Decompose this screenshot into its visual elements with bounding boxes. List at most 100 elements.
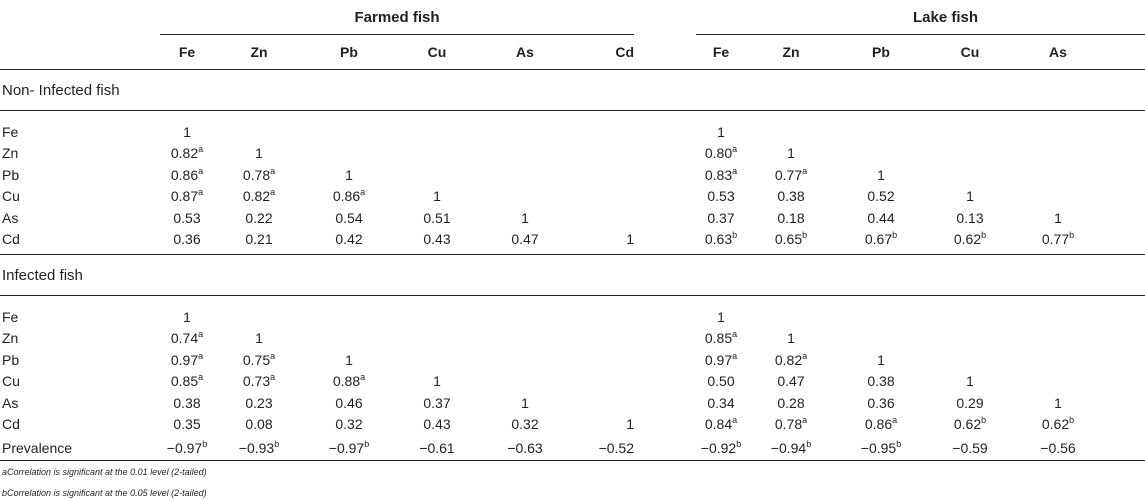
cell-value: 1	[877, 351, 885, 368]
column-header-lake-cd: Cd	[1102, 35, 1145, 70]
significance-marker: b	[274, 438, 280, 449]
cell-value: 0.44	[867, 209, 895, 226]
cell-value: 0.85	[170, 373, 199, 390]
table-row: Pb 0.97a 0.75a 1 0.97a 0.82a 1	[0, 349, 1145, 371]
cell-value: 0.53	[173, 209, 201, 226]
cell-value: 0.78	[242, 166, 271, 183]
cell-value: 0.42	[335, 231, 363, 248]
significance-marker: b	[1069, 230, 1075, 241]
significance-marker: a	[270, 187, 276, 198]
cell-lake-pb: 0.44	[836, 207, 926, 229]
section-title: Non- Infected fish	[2, 81, 120, 99]
cell-farmed-fe: 0.35	[160, 414, 214, 436]
cell-lake-cd	[1102, 371, 1145, 393]
cell-value: 0.08	[245, 416, 273, 433]
significance-marker: a	[732, 165, 738, 176]
gap-cell	[634, 435, 696, 461]
cell-farmed-zn	[214, 121, 304, 143]
cell-lake-pb: 0.86a	[836, 414, 926, 436]
cell-value: 0.38	[777, 188, 805, 205]
cell-farmed-cu: −0.61	[394, 435, 480, 461]
cell-lake-cd	[1102, 207, 1145, 229]
cell-value: 1	[966, 373, 974, 390]
table-row: Zn 0.74a 1 0.85a 1	[0, 328, 1145, 350]
cell-value: 0.37	[423, 394, 451, 411]
column-header-lake-cu: Cu	[960, 44, 980, 60]
cell-value: 0.18	[777, 209, 805, 226]
cell-farmed-pb: 0.46	[304, 392, 394, 414]
cell-farmed-pb	[304, 143, 394, 165]
cell-farmed-pb: 0.86a	[304, 186, 394, 208]
cell-farmed-pb: 1	[304, 164, 394, 186]
cell-farmed-zn: 0.75a	[214, 349, 304, 371]
cell-lake-cu	[926, 349, 1014, 371]
cell-value: 1	[1054, 394, 1062, 411]
significance-marker: a	[198, 372, 204, 383]
cell-farmed-fe: 0.86a	[160, 164, 214, 186]
cell-lake-fe: −0.92b	[696, 435, 746, 461]
cell-value: 0.73	[242, 373, 271, 390]
cell-value: 0.46	[335, 394, 363, 411]
cell-farmed-zn: −0.93b	[214, 435, 304, 461]
significance-marker: a	[360, 187, 366, 198]
gap-cell	[634, 164, 696, 186]
column-header-farmed-zn: Zn	[250, 44, 268, 60]
cell-lake-as	[1014, 328, 1102, 350]
cell-lake-cu: −0.59	[926, 435, 1014, 461]
cell-lake-cu: 0.62b	[926, 414, 1014, 436]
cell-value: 0.78	[774, 416, 803, 433]
cell-lake-cu: 0.13	[926, 207, 1014, 229]
cell-lake-zn	[746, 306, 836, 328]
gap-cell	[634, 392, 696, 414]
table-row: Zn 0.82a 1 0.80a 1	[0, 143, 1145, 165]
table-row: Fe 1 1	[0, 121, 1145, 143]
cell-value: 0.88	[332, 373, 361, 390]
cell-farmed-pb: 0.54	[304, 207, 394, 229]
cell-farmed-as: 0.47	[480, 229, 570, 251]
cell-value: −0.56	[1040, 439, 1076, 456]
cell-farmed-as	[480, 143, 570, 165]
cell-farmed-fe: 0.36	[160, 229, 214, 251]
table-row: Pb 0.86a 0.78a 1 0.83a 0.77a 1	[0, 164, 1145, 186]
column-header-lake-zn: Zn	[782, 44, 800, 60]
cell-lake-pb: 1	[836, 164, 926, 186]
table-row: Cu 0.85a 0.73a 0.88a 1 0.50 0.47 0.38 1	[0, 371, 1145, 393]
section-title: Infected fish	[2, 266, 83, 284]
significance-marker: b	[981, 230, 987, 241]
cell-value: 1	[787, 145, 795, 162]
cell-lake-zn: 1	[746, 328, 836, 350]
cell-lake-as: 1	[1014, 207, 1102, 229]
group-header-lake: Lake fish	[696, 0, 1145, 35]
significance-marker: a	[802, 350, 808, 361]
cell-farmed-as: 0.32	[480, 414, 570, 436]
cell-farmed-cd	[570, 164, 634, 186]
table-row: Fe 1 1	[0, 306, 1145, 328]
cell-value: 1	[183, 123, 191, 140]
significance-marker: a	[732, 350, 738, 361]
cell-value: 0.35	[173, 416, 201, 433]
cell-value: −0.97	[166, 439, 203, 456]
significance-marker: a	[802, 415, 808, 426]
cell-farmed-as	[480, 306, 570, 328]
cell-farmed-cd	[570, 306, 634, 328]
cell-value: 0.97	[704, 351, 733, 368]
column-header-farmed-cd: Cd	[615, 44, 634, 60]
cell-farmed-as: −0.63	[480, 435, 570, 461]
cell-value: 1	[787, 330, 795, 347]
cell-value: 1	[717, 308, 725, 325]
cell-farmed-pb: 0.88a	[304, 371, 394, 393]
cell-farmed-zn: 0.08	[214, 414, 304, 436]
cell-lake-cd	[1102, 186, 1145, 208]
significance-marker: a	[270, 350, 276, 361]
group-header-row: Farmed fish Lake fish	[0, 0, 1145, 35]
corner-cell	[0, 0, 160, 35]
cell-lake-fe: 0.85a	[696, 328, 746, 350]
cell-lake-cu: 0.29	[926, 392, 1014, 414]
cell-lake-cd	[1102, 164, 1145, 186]
cell-value: 0.38	[867, 373, 895, 390]
row-label: Cu	[2, 373, 20, 390]
cell-farmed-fe: 0.85a	[160, 371, 214, 393]
row-label: Fe	[2, 308, 19, 325]
cell-value: 1	[626, 231, 634, 248]
cell-farmed-cu	[394, 164, 480, 186]
